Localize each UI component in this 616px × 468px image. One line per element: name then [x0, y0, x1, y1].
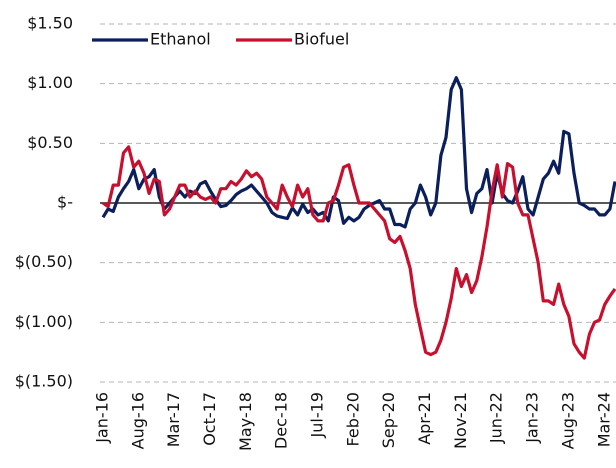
x-tick-label: Nov-21: [451, 392, 470, 449]
y-tick-label: $(0.50): [15, 252, 73, 271]
x-tick-label: Sep-20: [379, 392, 398, 448]
y-tick-label: $1.50: [27, 14, 73, 33]
x-tick-label: Feb-20: [343, 392, 362, 446]
x-tick-label: May-18: [236, 392, 255, 451]
x-tick-label: Oct-17: [200, 392, 219, 446]
x-tick-label: Jul-19: [308, 392, 327, 438]
x-tick-label: Mar-24: [594, 392, 613, 447]
series-line: [102, 145, 616, 360]
x-tick-label: Jun-22: [487, 392, 506, 444]
y-tick-label: $(1.00): [15, 312, 73, 331]
x-tick-label: Jan-16: [93, 392, 112, 444]
y-tick-label: $0.50: [27, 133, 73, 152]
y-tick-label: $1.00: [27, 73, 73, 92]
y-tick-label: $(1.50): [15, 372, 73, 391]
x-tick-label: Aug-16: [128, 392, 147, 449]
x-tick-label: Jan-23: [523, 392, 542, 444]
legend-label: Biofuel: [294, 30, 349, 49]
legend-label: Ethanol: [150, 30, 211, 49]
x-tick-label: Dec-18: [272, 392, 291, 449]
x-tick-label: Mar-17: [164, 392, 183, 447]
x-tick-label: Apr-21: [415, 392, 434, 445]
x-tick-label: Aug-23: [558, 392, 577, 449]
y-tick-label: $-: [57, 193, 73, 212]
